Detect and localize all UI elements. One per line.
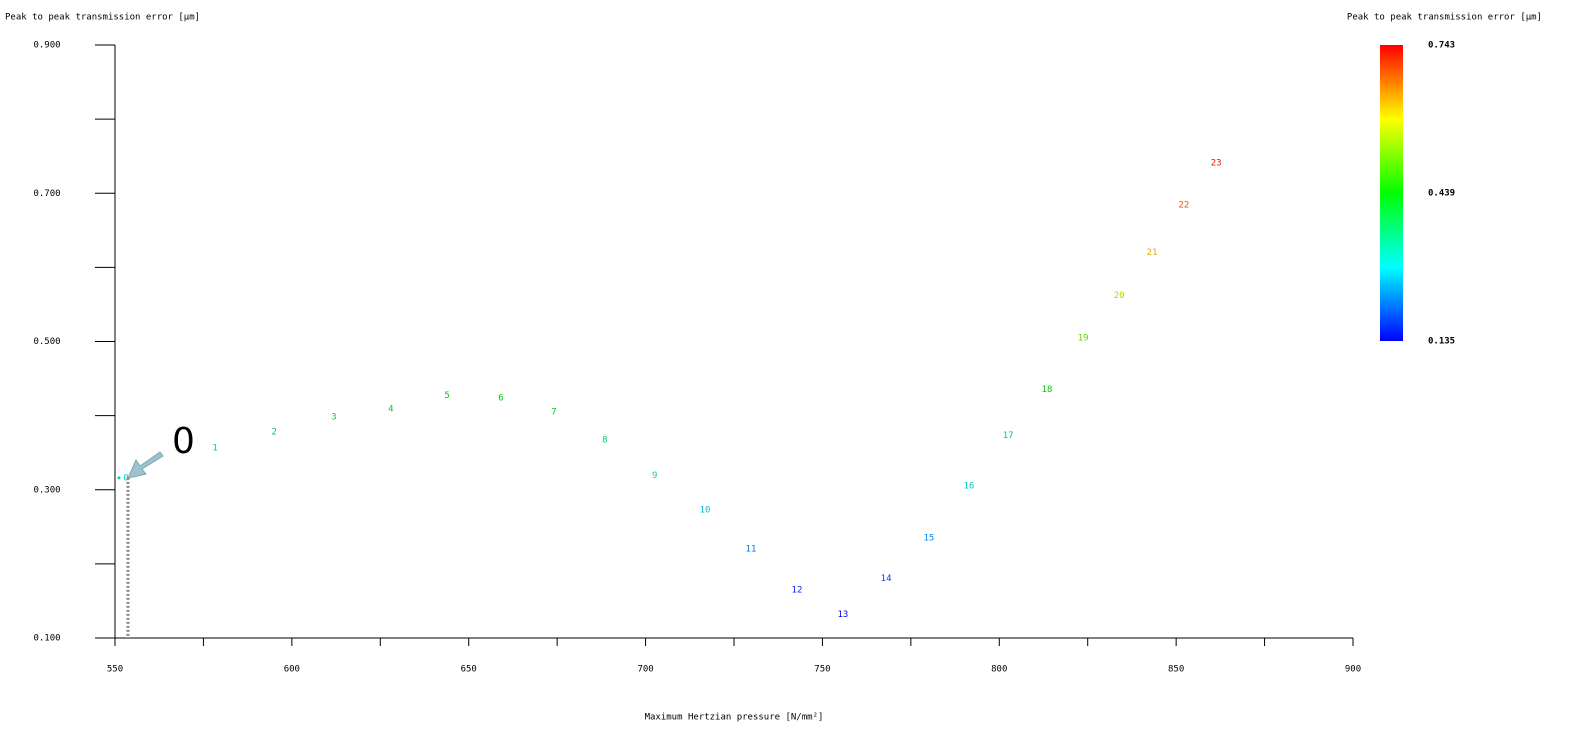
- point-label: 18: [1042, 385, 1053, 395]
- point-label: 15: [923, 533, 934, 543]
- x-axis-title: Maximum Hertzian pressure [N/mm²]: [645, 713, 824, 723]
- point-label: 2: [271, 427, 276, 437]
- point-label: 17: [1003, 431, 1014, 441]
- point-label: 10: [700, 505, 711, 515]
- point-label: 3: [331, 413, 336, 423]
- x-tick-label: 600: [284, 665, 300, 675]
- y-axis-title: Peak to peak transmission error [μm]: [5, 13, 200, 23]
- point-label: 13: [838, 610, 849, 620]
- colorbar-title: Peak to peak transmission error [μm]: [1347, 13, 1542, 23]
- point-label: 20: [1114, 291, 1125, 301]
- annotation: 0: [172, 421, 195, 462]
- y-tick-label: 0.300: [33, 485, 60, 495]
- point-label: 9: [652, 471, 657, 481]
- point-label: 23: [1211, 158, 1222, 168]
- colorbar-label: 0.135: [1428, 337, 1455, 347]
- x-tick-label: 550: [107, 665, 123, 675]
- point-label: 0: [123, 473, 128, 483]
- point-label: 12: [792, 585, 803, 595]
- point-label: 19: [1078, 333, 1089, 343]
- x-tick-label: 800: [991, 665, 1007, 675]
- y-tick-label: 0.500: [33, 337, 60, 347]
- marker-dot: [117, 476, 121, 480]
- colorbar-label: 0.743: [1428, 41, 1455, 51]
- colorbar: [1380, 45, 1403, 341]
- y-tick-label: 0.900: [33, 41, 60, 51]
- point-label: 14: [881, 574, 892, 584]
- annotation-arrow: [127, 451, 164, 479]
- point-label: 4: [388, 404, 393, 414]
- point-label: 22: [1179, 201, 1190, 211]
- x-tick-label: 650: [461, 665, 477, 675]
- y-tick-label: 0.100: [33, 634, 60, 644]
- x-tick-label: 700: [637, 665, 653, 675]
- point-label: 8: [602, 436, 607, 446]
- point-label: 16: [963, 482, 974, 492]
- point-label: 7: [551, 407, 556, 417]
- point-label: 6: [498, 393, 503, 403]
- y-tick-label: 0.700: [33, 189, 60, 199]
- point-label: 1: [212, 444, 217, 454]
- x-tick-label: 750: [814, 665, 830, 675]
- x-tick-label: 850: [1168, 665, 1184, 675]
- colorbar-label: 0.439: [1428, 189, 1455, 199]
- point-label: 21: [1147, 248, 1158, 258]
- x-tick-label: 900: [1345, 665, 1361, 675]
- point-label: 11: [746, 545, 757, 555]
- point-label: 5: [444, 391, 449, 401]
